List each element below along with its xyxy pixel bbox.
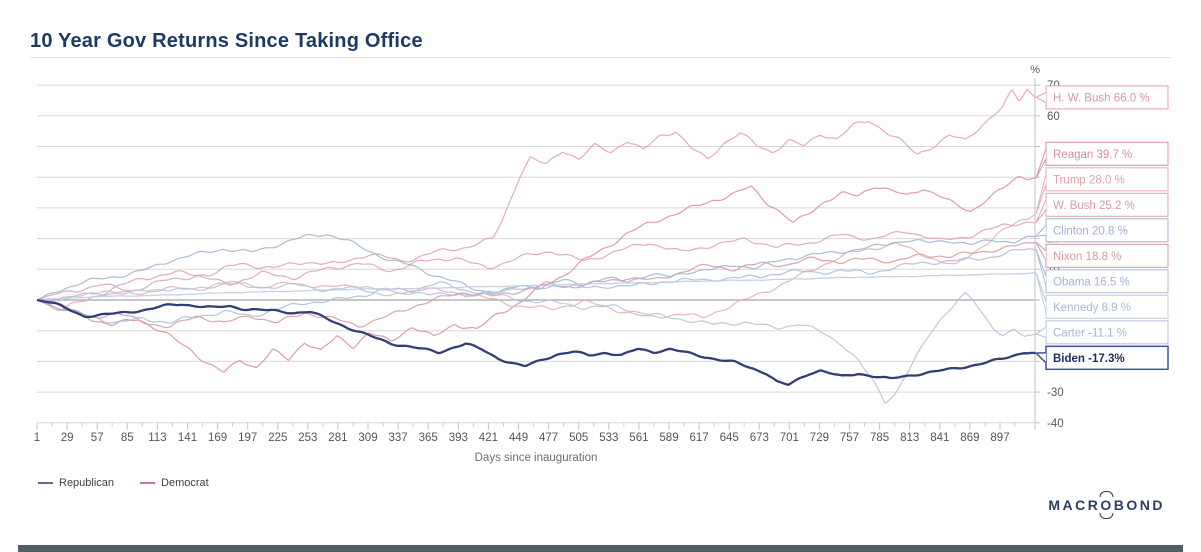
x-tick-label: 85 [121, 432, 134, 444]
y-tick-label: -30 [1047, 387, 1064, 399]
callout-w-bush[interactable]: W. Bush 25.2 % [1035, 192, 1169, 223]
callout-carter[interactable]: Carter -11.1 % [1034, 320, 1169, 345]
callout-kennedy[interactable]: Kennedy 8.9 % [1035, 272, 1169, 319]
x-tick-label: 113 [148, 432, 166, 444]
x-tick-label: 449 [509, 432, 528, 444]
callout-trump[interactable]: Trump 28.0 % [1035, 167, 1169, 215]
x-axis-title: Days since inauguration [475, 452, 598, 464]
callout-label: Nixon 18.8 % [1053, 251, 1121, 263]
callout-label: W. Bush 25.2 % [1053, 200, 1135, 212]
callout-label: Obama 16.5 % [1053, 276, 1130, 288]
legend-swatch [38, 482, 53, 484]
chart-canvas[interactable]: %706050403020100-10-20-30-40129578511314… [0, 0, 1201, 470]
x-tick-label: 533 [599, 432, 618, 444]
callout-label: Biden -17.3% [1053, 353, 1125, 365]
callout-obama[interactable]: Obama 16.5 % [1035, 249, 1169, 294]
legend-item-republican[interactable]: Republican [38, 477, 114, 489]
callout-h-w-bush[interactable]: H. W. Bush 66.0 % [1034, 85, 1169, 110]
series-line-clinton[interactable] [36, 234, 1036, 301]
callout-clinton[interactable]: Clinton 20.8 % [1034, 218, 1169, 243]
macrobond-logo: MACROBOND [1048, 497, 1165, 513]
x-tick-label: 869 [960, 432, 979, 444]
logo-o-ornament: O [1100, 497, 1114, 513]
series-line-trump[interactable] [37, 213, 1036, 319]
x-tick-label: 813 [900, 432, 919, 444]
callout-biden[interactable]: Biden -17.3% [1034, 345, 1169, 371]
chart-legend: Republican Democrat [38, 477, 209, 489]
x-tick-label: 701 [780, 432, 799, 444]
x-tick-label: 337 [389, 432, 408, 444]
x-tick-label: 281 [328, 432, 347, 444]
callout-label: Kennedy 8.9 % [1053, 302, 1131, 314]
x-tick-label: 729 [810, 432, 829, 444]
x-tick-label: 505 [569, 432, 588, 444]
x-tick-label: 785 [870, 432, 889, 444]
series-line-kennedy[interactable] [36, 272, 1036, 301]
callout-label: Reagan 39.7 % [1053, 149, 1132, 161]
callout-label: Clinton 20.8 % [1053, 225, 1128, 237]
legend-swatch [140, 482, 156, 484]
callout-nixon[interactable]: Nixon 18.8 % [1035, 241, 1169, 268]
window-bottom-bar [18, 545, 1183, 552]
x-tick-label: 57 [91, 432, 104, 444]
title-separator [30, 57, 1171, 58]
x-tick-label: 1 [34, 432, 40, 444]
x-tick-label: 169 [208, 432, 227, 444]
legend-item-democrat[interactable]: Democrat [140, 477, 209, 489]
x-tick-label: 841 [930, 432, 949, 444]
x-tick-label: 141 [178, 432, 197, 444]
x-tick-label: 589 [659, 432, 678, 444]
y-tick-label: -40 [1047, 418, 1064, 430]
callout-reagan[interactable]: Reagan 39.7 % [1035, 141, 1169, 179]
x-tick-label: 29 [61, 432, 74, 444]
x-tick-label: 617 [690, 432, 709, 444]
legend-label: Democrat [161, 477, 209, 489]
x-tick-label: 365 [419, 432, 438, 444]
chart-title: 10 Year Gov Returns Since Taking Office [30, 30, 423, 52]
x-tick-label: 225 [268, 432, 287, 444]
callout-label: Carter -11.1 % [1053, 327, 1127, 339]
series-line-reagan[interactable] [36, 175, 1036, 373]
series-line-nixon[interactable] [36, 241, 1036, 329]
y-tick-label: 60 [1047, 111, 1060, 123]
x-tick-label: 757 [840, 432, 859, 444]
x-tick-label: 197 [238, 432, 257, 444]
series-line-h-w-bush[interactable] [36, 88, 1036, 310]
callout-label: H. W. Bush 66.0 % [1053, 92, 1150, 104]
x-tick-label: 645 [720, 432, 739, 444]
x-tick-label: 897 [990, 432, 1009, 444]
y-axis-unit: % [1030, 64, 1040, 76]
x-tick-label: 561 [629, 432, 648, 444]
x-tick-label: 673 [750, 432, 769, 444]
x-tick-label: 393 [449, 432, 468, 444]
legend-label: Republican [59, 477, 115, 489]
x-tick-label: 477 [539, 432, 558, 444]
x-tick-label: 309 [358, 432, 377, 444]
series-line-obama[interactable] [36, 248, 1036, 324]
x-tick-label: 253 [298, 432, 317, 444]
callout-label: Trump 28.0 % [1053, 174, 1125, 186]
series-line-carter[interactable] [36, 282, 1036, 404]
x-tick-label: 421 [479, 432, 498, 444]
series-line-w-bush[interactable] [36, 221, 1036, 301]
series-line-biden[interactable] [36, 298, 1037, 387]
